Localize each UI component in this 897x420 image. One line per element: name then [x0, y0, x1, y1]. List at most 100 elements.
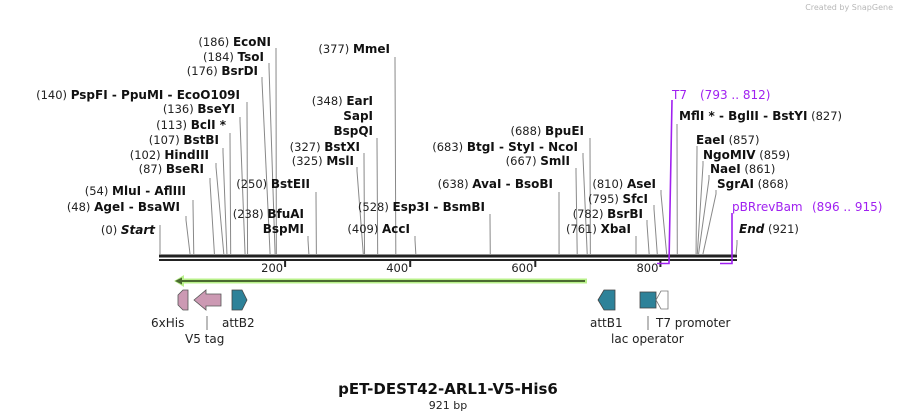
enzyme-name: BpuEI [545, 124, 584, 138]
enzyme-name: AseI [627, 177, 656, 191]
enzyme-label: (136) BseYI [163, 102, 235, 116]
enzyme-position: (186) [198, 35, 229, 49]
t7-promoter-arrow-icon [655, 290, 669, 310]
enzyme-label: (48) AgeI - BsaWI [67, 200, 180, 214]
enzyme-name: TsoI [238, 50, 264, 64]
enzyme-label: (238) BfuAI [233, 207, 304, 221]
enzyme-leader-line [695, 146, 698, 255]
feature-attb2[interactable]: attB2 [222, 289, 255, 330]
enzyme-site-mfli[interactable]: MflI * - BglII - BstYI (827) [679, 109, 842, 123]
feature-v5-tag[interactable]: V5 tag [185, 289, 224, 346]
enzyme-separator: - [502, 177, 515, 191]
enzyme-name: MflI * [679, 109, 715, 123]
enzyme-site-bsteii[interactable]: (250) BstEII [236, 177, 310, 191]
enzyme-label: (683) BtgI - StyI - NcoI [432, 140, 578, 154]
enzyme-site-tsoi[interactable]: (184) TsoI [203, 50, 264, 64]
enzyme-site-sgrai[interactable]: SgrAI (868) [717, 177, 789, 191]
enzyme-site-hindiii[interactable]: (102) HindIII [130, 148, 209, 162]
enzyme-site-mlui[interactable]: (54) MluI - AflIII [85, 184, 186, 198]
enzyme-name: BstYI [772, 109, 807, 123]
enzyme-site-pspfi[interactable]: (140) PspFI - PpuMI - EcoO109I [36, 88, 240, 102]
feature-6xhis[interactable]: 6xHis [151, 289, 189, 330]
enzyme-site-ngomiv[interactable]: NgoMIV (859) [703, 148, 790, 162]
enzyme-leader-line [376, 138, 379, 255]
enzyme-name: BsaWI [138, 200, 180, 214]
enzyme-separator: - [495, 140, 508, 154]
enzyme-site-msli[interactable]: (325) MslI [292, 154, 354, 168]
enzyme-leader-line [192, 200, 195, 255]
enzyme-site-bpuei[interactable]: (688) BpuEI [510, 124, 584, 138]
enzyme-position: (810) [592, 177, 623, 191]
enzyme-site-eaei[interactable]: EaeI (857) [696, 133, 760, 147]
enzyme-label: (810) AseI [592, 177, 656, 191]
enzyme-site-sfci[interactable]: (795) SfcI [588, 192, 648, 206]
lac-operator-box-icon [639, 291, 657, 309]
primer-pbrrevbam-name: pBRrevBam [732, 200, 803, 214]
enzyme-site-bstbi[interactable]: (107) BstBI [149, 133, 219, 147]
feature-lac-operator[interactable]: lac operator [611, 291, 684, 346]
enzyme-site-bcli[interactable]: (113) BclI * [156, 118, 227, 132]
enzyme-site-naei[interactable]: NaeI (861) [710, 162, 775, 176]
enzyme-label: (377) MmeI [318, 42, 390, 56]
enzyme-leader-line [222, 148, 228, 255]
enzyme-site-avai[interactable]: (638) AvaI - BsoBI [438, 177, 553, 191]
enzyme-site-bseri[interactable]: (87) BseRI [139, 162, 204, 176]
primer-t7-name: T7 [671, 88, 687, 102]
enzyme-name: BstEII [271, 177, 310, 191]
enzyme-site-end[interactable]: End (921) [739, 222, 799, 236]
enzyme-name: NaeI [710, 162, 741, 176]
enzyme-name: Start [121, 223, 156, 237]
enzyme-name: StyI [508, 140, 535, 154]
enzyme-site-esp3i[interactable]: (528) Esp3I - BsmBI [358, 200, 485, 214]
enzyme-position: (250) [236, 177, 267, 191]
enzyme-name: HindIII [164, 148, 209, 162]
enzyme-site-bstxi[interactable]: (327) BstXI [290, 140, 360, 154]
enzyme-leader-line [246, 102, 249, 255]
enzyme-label: MflI * - BglII - BstYI (827) [679, 109, 842, 123]
enzyme-site-asei[interactable]: (810) AseI [592, 177, 656, 191]
enzyme-name: BspQI [333, 124, 373, 138]
feature-attb1[interactable]: attB1 [590, 289, 623, 330]
primer-t7-range: (793 .. 812) [700, 88, 770, 102]
enzyme-separator: - [535, 140, 548, 154]
feature-label: lac operator [611, 332, 684, 346]
enzyme-site-bseyi[interactable]: (136) BseYI [163, 102, 235, 116]
backbone-bottom-strand [159, 259, 737, 261]
enzyme-name: MluI [112, 184, 141, 198]
attb1-arrow-icon [597, 289, 616, 311]
enzyme-site-econi[interactable]: (186) EcoNI [198, 35, 271, 49]
enzyme-label: (688) BpuEI [510, 124, 584, 138]
enzyme-site-mmei[interactable]: (377) MmeI [318, 42, 390, 56]
enzyme-leader-line [414, 236, 417, 255]
enzyme-position: (528) [358, 200, 389, 214]
primer-pbrrevbam[interactable]: pBRrevBam (896 .. 915) [720, 200, 882, 265]
enzyme-name: PpuMI [121, 88, 163, 102]
enzyme-leader-line [646, 220, 650, 255]
enzyme-name: AgeI [94, 200, 124, 214]
enzyme-position: (113) [156, 118, 187, 132]
enzyme-site-bsrdi[interactable]: (176) BsrDI [187, 64, 258, 78]
enzyme-position: (48) [67, 200, 91, 214]
orf-arrow[interactable] [174, 275, 587, 287]
enzyme-name: EcoNI [233, 35, 271, 49]
enzyme-site-agei[interactable]: (48) AgeI - BsaWI [67, 200, 180, 214]
enzyme-leader-line [575, 168, 578, 255]
enzyme-name: BsrDI [221, 64, 258, 78]
enzyme-site-start[interactable]: (0) Start [101, 223, 156, 237]
enzyme-site-btgi[interactable]: (683) BtgI - StyI - NcoI [432, 140, 578, 154]
enzyme-name: AvaI [472, 177, 501, 191]
enzyme-position: (184) [203, 50, 234, 64]
enzyme-separator: - [429, 200, 442, 214]
enzyme-label: End (921) [739, 222, 799, 236]
enzyme-site-acci[interactable]: (409) AccI [347, 222, 410, 236]
enzyme-name: AccI [382, 222, 410, 236]
feature-t7-promoter[interactable]: T7 promoter [655, 290, 731, 330]
primer-pbrrevbam-range: (896 .. 915) [812, 200, 882, 214]
enzyme-label: (528) Esp3I - BsmBI [358, 200, 485, 214]
enzyme-site-smli[interactable]: (667) SmlI [506, 154, 570, 168]
enzyme-site-xbai[interactable]: (761) XbaI [566, 222, 631, 236]
enzyme-site-bsrbi[interactable]: (782) BsrBI [573, 207, 643, 221]
primer-t7[interactable]: T7 (793 .. 812) [657, 88, 770, 265]
